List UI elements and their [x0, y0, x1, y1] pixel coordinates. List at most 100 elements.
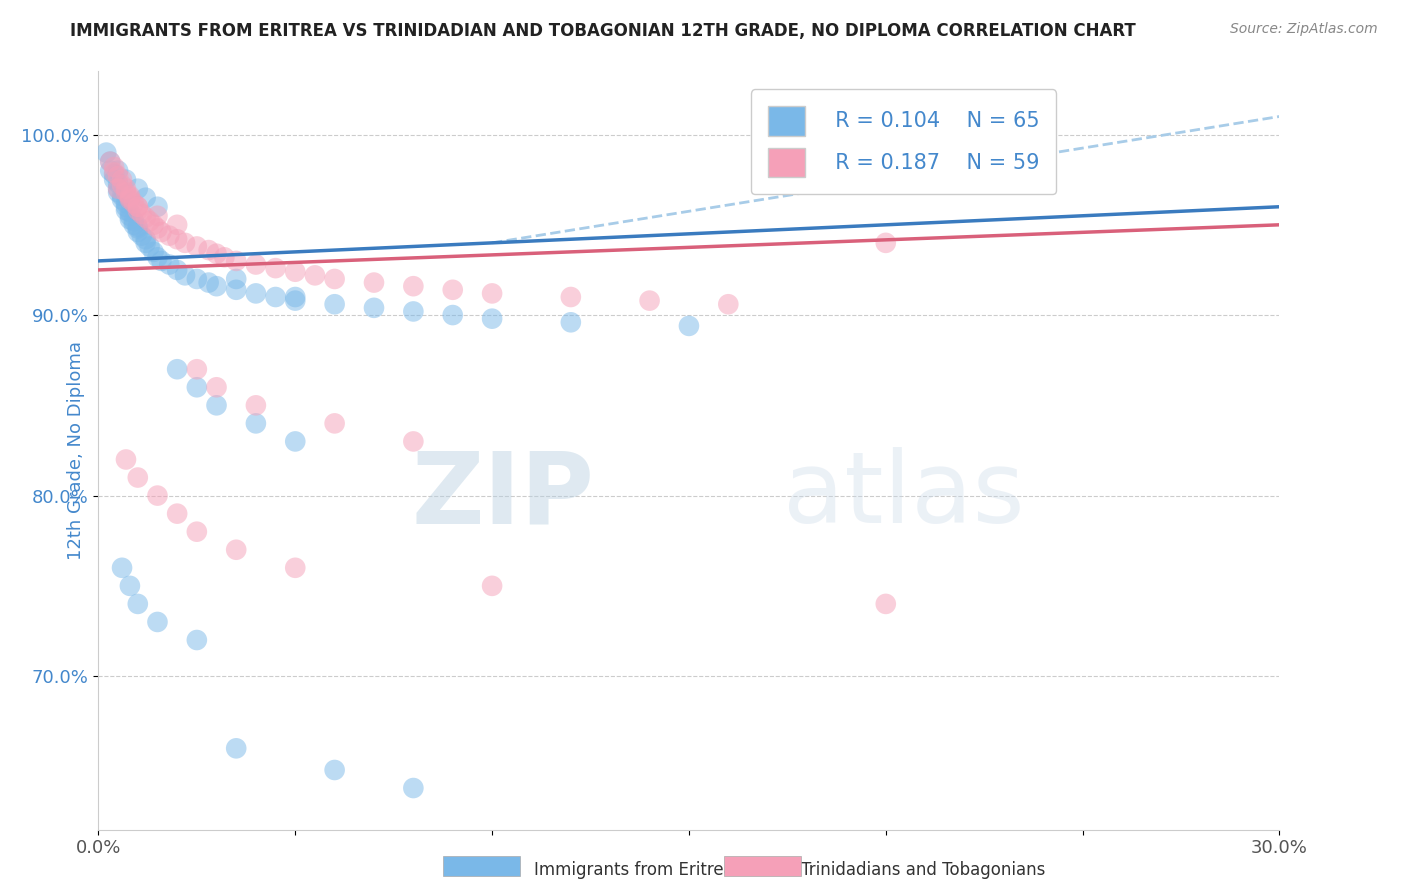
Point [875, 597, 897, 611]
Point [142, 244, 165, 259]
Point [481, 286, 503, 301]
Point [118, 189, 141, 203]
Point [402, 304, 425, 318]
Point [197, 243, 219, 257]
Point [118, 209, 141, 223]
Point [146, 250, 169, 264]
Point [323, 763, 346, 777]
Point [103, 165, 125, 179]
Point [96, 145, 118, 160]
Point [166, 507, 188, 521]
Point [402, 434, 425, 449]
Point [225, 283, 247, 297]
Point [186, 380, 208, 394]
Point [284, 561, 307, 575]
Point [98, 163, 121, 178]
Point [323, 417, 346, 431]
Point [127, 225, 149, 239]
Text: Trinidadians and Tobagonians: Trinidadians and Tobagonians [801, 861, 1046, 879]
Text: Source: ZipAtlas.com: Source: ZipAtlas.com [1230, 22, 1378, 37]
Point [127, 182, 149, 196]
Point [284, 290, 307, 304]
Point [245, 258, 267, 272]
Point [131, 207, 153, 221]
Point [146, 209, 169, 223]
Text: ZIP: ZIP [412, 448, 595, 544]
Point [875, 235, 897, 250]
Point [186, 272, 208, 286]
Point [122, 218, 145, 232]
Point [135, 191, 157, 205]
Point [135, 232, 157, 246]
Point [225, 272, 247, 286]
Point [225, 741, 247, 756]
Point [122, 214, 145, 228]
Point [284, 293, 307, 308]
Point [115, 186, 138, 200]
Point [363, 276, 385, 290]
Point [323, 297, 346, 311]
Point [304, 268, 326, 283]
Text: Immigrants from Eritrea: Immigrants from Eritrea [534, 861, 734, 879]
Point [186, 362, 208, 376]
Point [150, 225, 173, 239]
Point [186, 633, 208, 648]
Point [135, 211, 157, 225]
Point [402, 780, 425, 795]
Point [150, 253, 173, 268]
Point [245, 398, 267, 412]
Legend:   R = 0.104    N = 65,   R = 0.187    N = 59: R = 0.104 N = 65, R = 0.187 N = 59 [751, 89, 1056, 194]
Point [157, 258, 180, 272]
Point [205, 279, 228, 293]
Point [127, 219, 149, 234]
Point [146, 221, 169, 235]
Point [115, 172, 138, 186]
Y-axis label: 12th Grade, No Diploma: 12th Grade, No Diploma [66, 341, 84, 560]
Point [111, 561, 134, 575]
Point [142, 218, 165, 232]
Point [103, 172, 125, 186]
Point [678, 318, 700, 333]
Point [107, 182, 129, 196]
Point [138, 239, 160, 253]
Point [107, 176, 129, 190]
Point [115, 182, 138, 196]
Point [441, 308, 464, 322]
Point [103, 160, 125, 174]
Point [98, 154, 121, 169]
Point [107, 182, 129, 196]
Point [166, 263, 188, 277]
Point [146, 489, 169, 503]
Point [186, 239, 208, 253]
Point [225, 253, 247, 268]
Point [481, 311, 503, 326]
Point [111, 178, 134, 192]
Point [118, 579, 141, 593]
Point [138, 214, 160, 228]
Point [157, 228, 180, 243]
Point [264, 261, 287, 276]
Point [115, 452, 138, 467]
Text: atlas: atlas [783, 448, 1025, 544]
Point [245, 417, 267, 431]
Point [115, 196, 138, 211]
Point [284, 265, 307, 279]
Point [245, 286, 267, 301]
Point [205, 398, 228, 412]
Point [107, 169, 129, 183]
Point [135, 235, 157, 250]
Point [560, 290, 582, 304]
Point [481, 579, 503, 593]
Point [717, 297, 740, 311]
Point [174, 268, 197, 283]
Point [174, 235, 197, 250]
Point [441, 283, 464, 297]
Point [98, 154, 121, 169]
Point [197, 276, 219, 290]
Text: IMMIGRANTS FROM ERITREA VS TRINIDADIAN AND TOBAGONIAN 12TH GRADE, NO DIPLOMA COR: IMMIGRANTS FROM ERITREA VS TRINIDADIAN A… [70, 22, 1136, 40]
Point [115, 203, 138, 218]
Point [166, 218, 188, 232]
Point [166, 232, 188, 246]
Point [118, 191, 141, 205]
Point [127, 221, 149, 235]
